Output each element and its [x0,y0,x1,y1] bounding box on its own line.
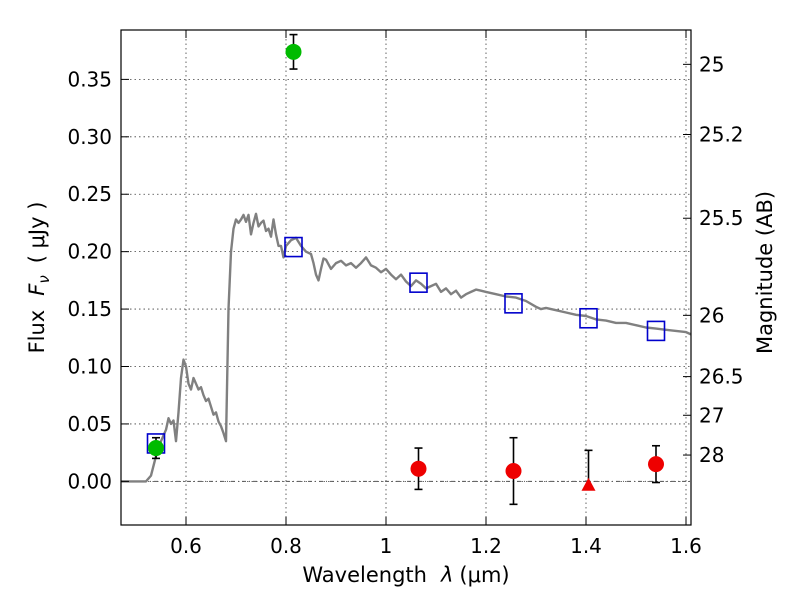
y-tick-label: 0.35 [67,67,112,91]
non-detection-point [648,456,664,473]
model-photometry-square [646,320,666,342]
x-axis-title: Wavelength λ (μm) [302,563,509,587]
y-tick-label: 0.15 [67,297,112,321]
y-tick-label: 0.20 [67,240,112,264]
x-tick-label: 1.2 [470,534,502,558]
y-axis-title-symbol: F [25,283,49,296]
y-tick-label: 0.10 [67,355,112,379]
y2-tick-label: 25 [699,52,724,76]
detection-point [285,43,302,60]
model-photometry-square [579,307,598,329]
x-axis-title-unit: (μm) [459,563,509,587]
data-marks [146,33,666,506]
y2-tick-label: 26 [699,303,724,327]
y-axis-title-unit: ( μJy ) [25,202,49,264]
axis-ticks: 0.6 0.8 1 1.2 1.4 1.6 0.00 0.05 0.10 0.15 0.20 0.25… [67,30,744,558]
detection-point [148,440,164,457]
y-tick-label: 0.25 [67,182,112,206]
y-axis-title: Flux Fν ( μJy ) [25,202,53,354]
y2-tick-label: 25.5 [699,206,744,230]
x-tick-label: 1.6 [670,534,702,558]
secondary-y-axis-title: Magnitude (AB) [753,191,777,354]
non-detection-point [410,460,427,477]
model-sed-curve [121,212,692,483]
y-tick-label: 0.00 [67,469,112,493]
y-tick-label: 0.30 [67,125,112,149]
x-axis-title-prefix: Wavelength [302,563,427,587]
grid [121,30,691,525]
x-tick-label: 0.6 [170,534,202,558]
y-axis-title-subscript: ν [35,275,53,283]
y-tick-label: 0.05 [67,412,112,436]
y-axis-title-prefix: Flux [25,310,49,354]
plot-frame [120,29,692,526]
non-detection-triangle [581,477,596,491]
y2-tick-label: 26.5 [699,365,744,389]
x-tick-label: 1 [380,534,393,558]
model-photometry-square [284,236,303,258]
x-tick-label: 0.8 [270,534,302,558]
x-tick-label: 1.4 [570,534,602,558]
x-axis-title-symbol: λ [440,563,453,587]
y2-tick-label: 28 [699,443,724,467]
non-detection-point [505,463,522,480]
y2-tick-label: 27 [699,403,724,427]
model-photometry-square [409,272,428,293]
y2-tick-label: 25.2 [699,122,744,146]
model-photometry-square [504,293,523,314]
